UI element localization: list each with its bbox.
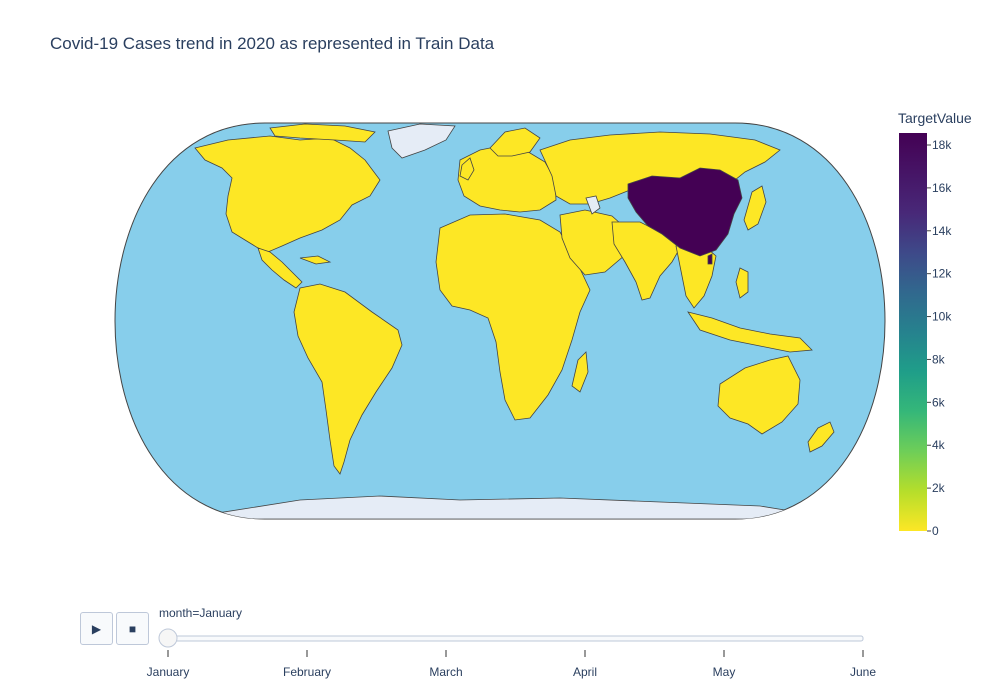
slider-step-march[interactable]: March bbox=[429, 665, 463, 679]
country-uk[interactable] bbox=[459, 157, 475, 181]
country-africa[interactable] bbox=[435, 213, 591, 421]
colorbar-tick-label: 10k bbox=[932, 310, 952, 324]
country-indonesia[interactable] bbox=[687, 311, 813, 353]
play-button[interactable]: ▶ bbox=[80, 612, 113, 645]
country-greenland[interactable] bbox=[387, 123, 456, 159]
colorbar-tick-label: 4k bbox=[932, 438, 946, 452]
slider-step-june[interactable]: June bbox=[849, 665, 877, 679]
country-japan[interactable] bbox=[743, 185, 767, 231]
slider-step-april[interactable]: April bbox=[572, 665, 598, 679]
slider-step-february[interactable]: February bbox=[282, 665, 332, 679]
slider-step-january[interactable]: January bbox=[146, 665, 190, 679]
colorbar-tick-label: 16k bbox=[932, 181, 952, 195]
colorbar-ticks: 18k 16k 14k 12k 10k 8k 6k 4k 2k 0 bbox=[927, 138, 952, 538]
country-canada-islands[interactable] bbox=[269, 123, 376, 143]
country-south-america[interactable] bbox=[293, 283, 403, 475]
colorbar-tick-label: 6k bbox=[932, 395, 946, 409]
country-new-zealand[interactable] bbox=[807, 421, 835, 453]
chart-title: Covid-19 Cases trend in 2020 as represen… bbox=[50, 34, 495, 53]
country-australia[interactable] bbox=[717, 355, 801, 435]
stop-button[interactable]: ■ bbox=[116, 612, 149, 645]
country-philippines[interactable] bbox=[735, 267, 749, 299]
country-cuba[interactable] bbox=[299, 255, 332, 265]
country-scandinavia[interactable] bbox=[489, 127, 541, 157]
country-central-america[interactable] bbox=[257, 247, 303, 289]
slider-current-value: month=January bbox=[159, 606, 243, 620]
caspian-sea bbox=[585, 195, 601, 215]
colorbar-title: TargetValue bbox=[898, 110, 972, 126]
colorbar-tick-label: 0 bbox=[932, 524, 939, 538]
colorbar-tick-label: 12k bbox=[932, 267, 952, 281]
colorbar-tick-label: 2k bbox=[932, 481, 946, 495]
colorbar-tick-label: 14k bbox=[932, 224, 952, 238]
colorbar bbox=[899, 133, 927, 531]
country-china[interactable] bbox=[627, 167, 743, 257]
colorbar-tick-label: 18k bbox=[932, 138, 952, 152]
country-taiwan[interactable] bbox=[707, 253, 713, 265]
country-madagascar[interactable] bbox=[571, 351, 589, 393]
play-icon: ▶ bbox=[91, 621, 102, 636]
stop-icon: ■ bbox=[128, 621, 137, 636]
colorbar-tick-label: 8k bbox=[932, 352, 946, 366]
slider-step-may[interactable]: May bbox=[712, 665, 736, 679]
